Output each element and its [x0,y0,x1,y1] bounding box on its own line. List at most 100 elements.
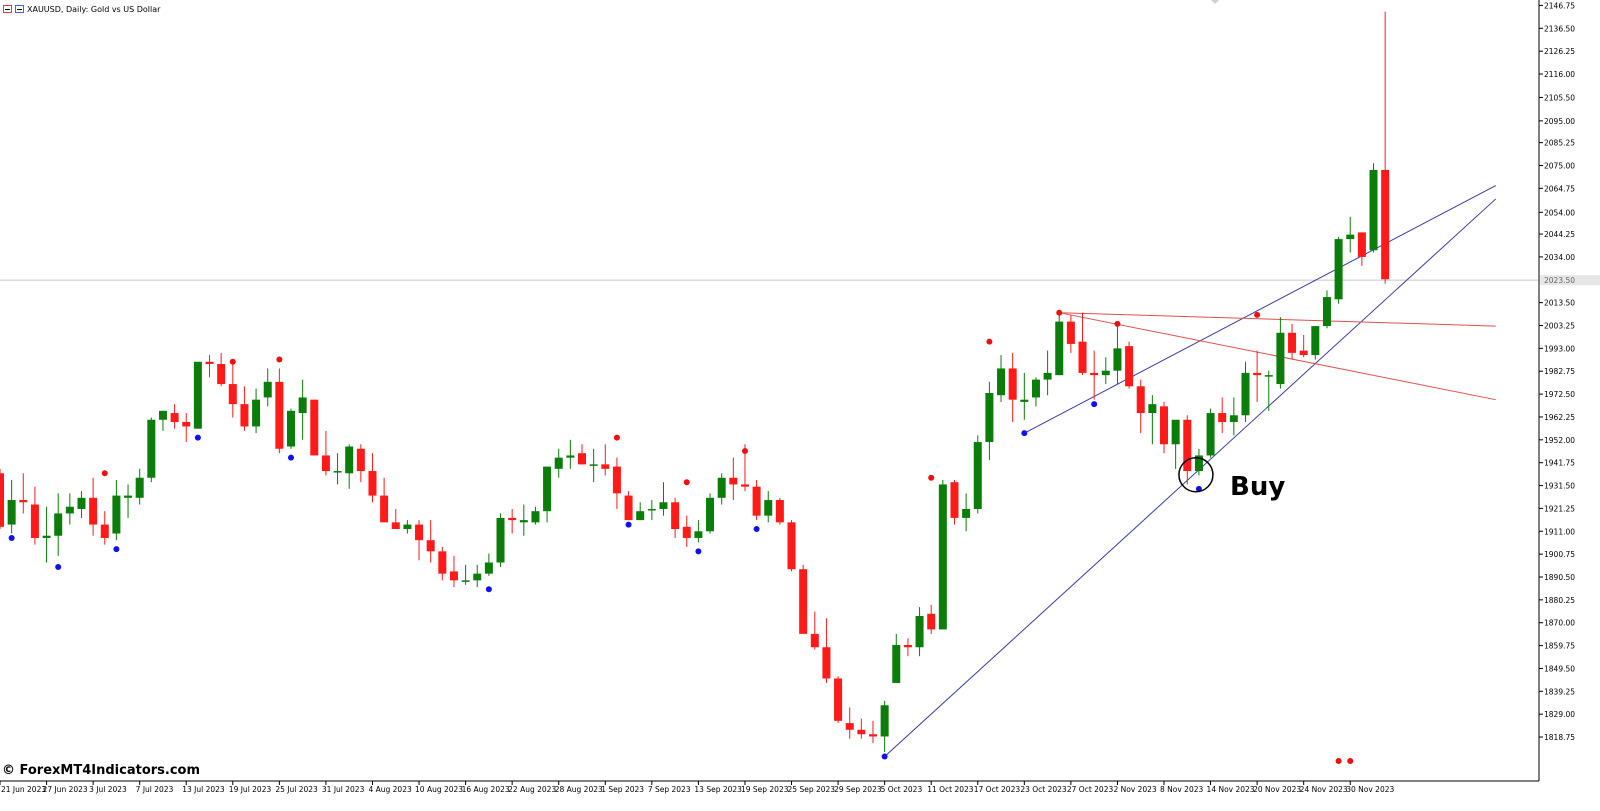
swing-high-dot [229,358,236,365]
candle [938,479,947,630]
candle [624,491,633,521]
candle-body [356,448,365,472]
y-tick-label: 1972.50 [1544,390,1575,399]
chart-title-bar: XAUUSD, Daily: Gold vs US Dollar [3,3,160,15]
current-price-label: 2023.50 [1544,276,1575,285]
support-trendline[interactable] [1024,185,1496,434]
candle-body [345,446,354,474]
indicator-list-icon[interactable] [15,5,24,13]
x-tick-label: 29 Sep 2023 [834,785,882,794]
candle [147,417,156,483]
x-tick-label: 23 Oct 2023 [1020,785,1067,794]
swing-low-dot [625,521,632,528]
candle-body [706,497,715,532]
y-tick-label: 1911.00 [1544,527,1575,536]
candle [112,479,121,541]
x-tick-label: 25 Jul 2023 [275,785,318,794]
candle-body [543,466,552,512]
candle-body [752,486,761,516]
y-tick-label: 1962.25 [1544,413,1575,422]
candle [182,413,191,443]
candle-body [1066,321,1075,344]
candle [1206,408,1215,458]
y-tick-label: 2126.25 [1544,47,1575,56]
candle [717,473,726,505]
candle [1101,357,1110,385]
candle [601,444,610,476]
candle [1241,361,1250,422]
candle [217,352,226,387]
y-tick-label: 2116.00 [1544,70,1575,79]
swing-low-dot [288,454,294,461]
swing-high-dot [928,474,935,481]
candle [671,497,680,538]
candle [333,453,342,485]
candle-body [1055,321,1064,376]
candle [391,508,400,530]
x-tick-label: 17 Oct 2023 [974,785,1021,794]
candle-body [903,645,912,648]
candle-body [962,508,971,518]
candle [275,368,284,454]
candle-body [1008,368,1017,400]
x-tick-label: 20 Nov 2023 [1253,785,1301,794]
candle [205,355,214,378]
candle-body [950,482,959,518]
resistance-trendline[interactable] [1059,312,1496,327]
candle-body [54,513,63,536]
candle [810,611,819,650]
candle [706,493,715,534]
candle-body [764,500,773,516]
candle-body [682,526,691,538]
candle-body [938,484,947,630]
y-tick-label: 1859.75 [1544,642,1575,651]
support-trendline[interactable] [884,198,1497,757]
candle [694,520,703,543]
candle-body [100,524,109,538]
candle [263,368,272,407]
candle-body [519,520,528,523]
y-tick-label: 1931.50 [1544,482,1575,491]
y-tick-label: 1982.75 [1544,367,1575,376]
chart-menu-icon[interactable] [3,5,12,13]
candle-body [589,464,598,466]
candle-body [554,457,563,469]
swing-high-dot [101,470,108,477]
candle [54,493,63,556]
candle [310,399,319,456]
candle-body [1253,372,1262,376]
candle-body [449,571,458,581]
candle-body [333,471,342,473]
candle [438,546,447,581]
y-tick-label: 2095.00 [1544,117,1575,126]
candle [752,479,761,521]
candle [368,453,377,503]
watermark: © ForexMT4Indicators.com [2,763,201,778]
candle [764,491,773,523]
swing-low-dot [8,534,15,541]
candle [543,466,552,523]
x-tick-label: 19 Jul 2023 [229,785,272,794]
x-tick-label: 19 Sep 2023 [741,785,789,794]
x-tick-label: 22 Aug 2023 [508,785,556,794]
candle [1253,350,1262,402]
swing-low-dot [113,546,120,553]
chart-shift-marker-icon[interactable] [1211,0,1219,4]
candle [1346,216,1355,253]
candle [252,388,261,434]
candle [7,479,16,534]
swing-high-dot [1347,758,1354,765]
candle-body [915,616,924,648]
candle-body [1078,341,1087,373]
candle-body [1381,169,1390,280]
y-tick-label: 1839.25 [1544,687,1575,696]
candle-body [1218,413,1227,422]
candle [1066,314,1075,353]
x-tick-label: 3 Jul 2023 [89,785,127,794]
candle-body [787,522,796,570]
candle-body [775,500,784,523]
swing-low-dot [485,586,492,593]
candle [1369,163,1378,253]
